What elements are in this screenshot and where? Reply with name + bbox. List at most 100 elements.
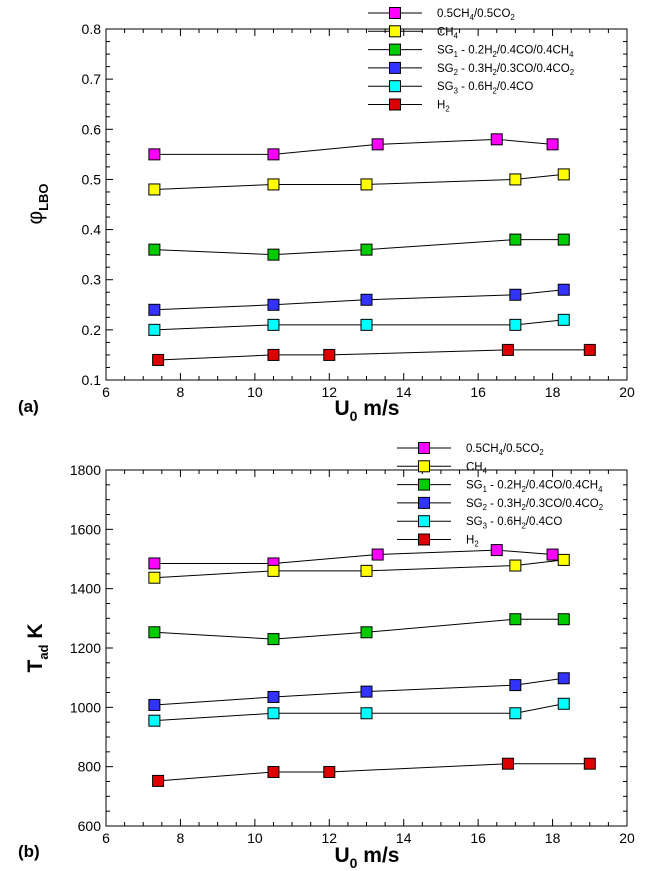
series-line	[154, 703, 564, 722]
data-point-marker	[360, 707, 373, 720]
data-point-marker	[557, 672, 570, 685]
data-point-marker	[267, 564, 280, 577]
legend: 0.5CH4/0.5CO2 CH4 SG1 - 0.2H2/0.4CO/0.4CH4…	[368, 7, 574, 114]
data-point-marker	[148, 303, 161, 316]
data-point-marker	[148, 323, 161, 336]
legend-entry: H2	[368, 98, 450, 114]
legend-entry: 0.5CH4/0.5CO2	[397, 442, 544, 457]
legend-marker	[389, 61, 401, 74]
y-tick-label: 0.2	[82, 322, 102, 338]
chart-panel-2: 6 8 10 12 14 16 18 20 600 800 1000 1200 1400 1600 1800…	[18, 442, 635, 871]
data-point-marker	[148, 714, 161, 727]
y-tick-label: 0.1	[82, 372, 102, 388]
legend-entry: SG1 - 0.2H2/0.4CO/0.4CH4	[368, 43, 574, 59]
y-tick-label: 1400	[70, 581, 101, 597]
series-line	[154, 319, 564, 331]
x-tick-label: 20	[619, 384, 635, 400]
data-point-marker	[152, 353, 165, 366]
x-axis-label: U0 m/s	[335, 844, 400, 871]
legend-entry: 0.5CH4/0.5CO2	[368, 7, 515, 22]
data-point-marker	[148, 557, 161, 570]
data-point-marker	[360, 293, 373, 306]
series-ch4	[148, 553, 570, 584]
panel-label: (a)	[18, 397, 39, 416]
data-point-marker	[267, 633, 280, 646]
series-line	[158, 349, 590, 361]
legend-marker	[418, 533, 430, 546]
data-point-marker	[148, 571, 161, 584]
data-point-marker	[557, 168, 570, 181]
legend-label: CH4	[466, 461, 488, 475]
series-line	[154, 677, 564, 706]
data-point-marker	[509, 707, 522, 720]
series-sg1-0-2h2-0-4co-0-4ch4	[148, 233, 570, 261]
legend-entry: SG3 - 0.6H2/0.4CO	[397, 515, 562, 530]
legend-label: SG1 - 0.2H2/0.4CO/0.4CH4	[437, 45, 574, 59]
data-point-marker	[371, 548, 384, 561]
data-point-marker	[509, 233, 522, 246]
data-point-marker	[557, 697, 570, 710]
data-point-marker	[546, 138, 559, 151]
data-point-marker	[360, 178, 373, 191]
legend-marker	[389, 43, 401, 56]
legend: 0.5CH4/0.5CO2 CH4 SG1 - 0.2H2/0.4CO/0.4CH4…	[397, 442, 603, 549]
legend-marker	[418, 496, 430, 509]
legend-entry: H2	[397, 533, 479, 549]
data-point-marker	[360, 318, 373, 331]
legend-marker	[389, 7, 401, 19]
data-point-marker	[546, 548, 559, 561]
series-line	[154, 239, 564, 256]
legend-label: SG3 - 0.6H2/0.4CO	[466, 516, 562, 530]
data-point-marker	[360, 626, 373, 639]
legend-label: H2	[466, 535, 479, 549]
data-point-marker	[509, 288, 522, 301]
x-tick-label: 10	[247, 830, 263, 846]
legend-marker	[418, 515, 430, 528]
data-point-marker	[371, 138, 384, 151]
y-tick-label: 1800	[70, 462, 101, 478]
x-axis-label: U0 m/s	[335, 397, 400, 424]
data-point-marker	[557, 613, 570, 626]
series-line	[154, 289, 564, 311]
series-h2	[152, 757, 596, 787]
data-point-marker	[557, 553, 570, 566]
data-point-marker	[267, 707, 280, 720]
legend-marker	[418, 442, 430, 454]
x-tick-label: 8	[177, 830, 185, 846]
series-sg2-0-3h2-0-3co-0-4co2	[148, 672, 570, 711]
data-point-marker	[360, 564, 373, 577]
legend-entry: SG3 - 0.6H2/0.4CO	[368, 80, 533, 95]
legend-marker	[418, 478, 430, 491]
x-tick-label: 16	[470, 384, 486, 400]
series-line	[158, 763, 590, 782]
data-point-marker	[267, 348, 280, 361]
data-point-marker	[583, 343, 596, 356]
legend-label: SG3 - 0.6H2/0.4CO	[437, 81, 533, 95]
x-tick-label: 18	[545, 384, 561, 400]
series-line	[154, 173, 564, 190]
series-ch4	[148, 168, 570, 196]
legend-entry: SG2 - 0.3H2/0.3CO/0.4CO2	[368, 61, 574, 77]
x-tick-label: 20	[619, 830, 635, 846]
x-tick-label: 18	[545, 830, 561, 846]
y-tick-label: 1000	[70, 699, 101, 715]
legend-entry: SG2 - 0.3H2/0.3CO/0.4CO2	[397, 496, 603, 512]
data-point-marker	[148, 243, 161, 256]
data-point-marker	[490, 133, 503, 146]
data-point-marker	[583, 757, 596, 770]
x-tick-label: 6	[102, 384, 110, 400]
y-axis-label: φLBO	[24, 183, 51, 224]
data-point-marker	[360, 685, 373, 698]
y-tick-label: 600	[78, 818, 102, 834]
x-tick-label: 12	[321, 830, 337, 846]
data-point-marker	[557, 313, 570, 326]
series-sg3-0-6h2-0-4co	[148, 697, 570, 727]
y-tick-label: 1600	[70, 521, 101, 537]
data-point-marker	[509, 679, 522, 692]
legend-label: 0.5CH4/0.5CO2	[437, 8, 515, 22]
x-tick-label: 6	[102, 830, 110, 846]
data-point-marker	[148, 183, 161, 196]
x-tick-label: 16	[470, 830, 486, 846]
data-point-marker	[501, 343, 514, 356]
series-sg1-0-2h2-0-4co-0-4ch4	[148, 613, 570, 646]
